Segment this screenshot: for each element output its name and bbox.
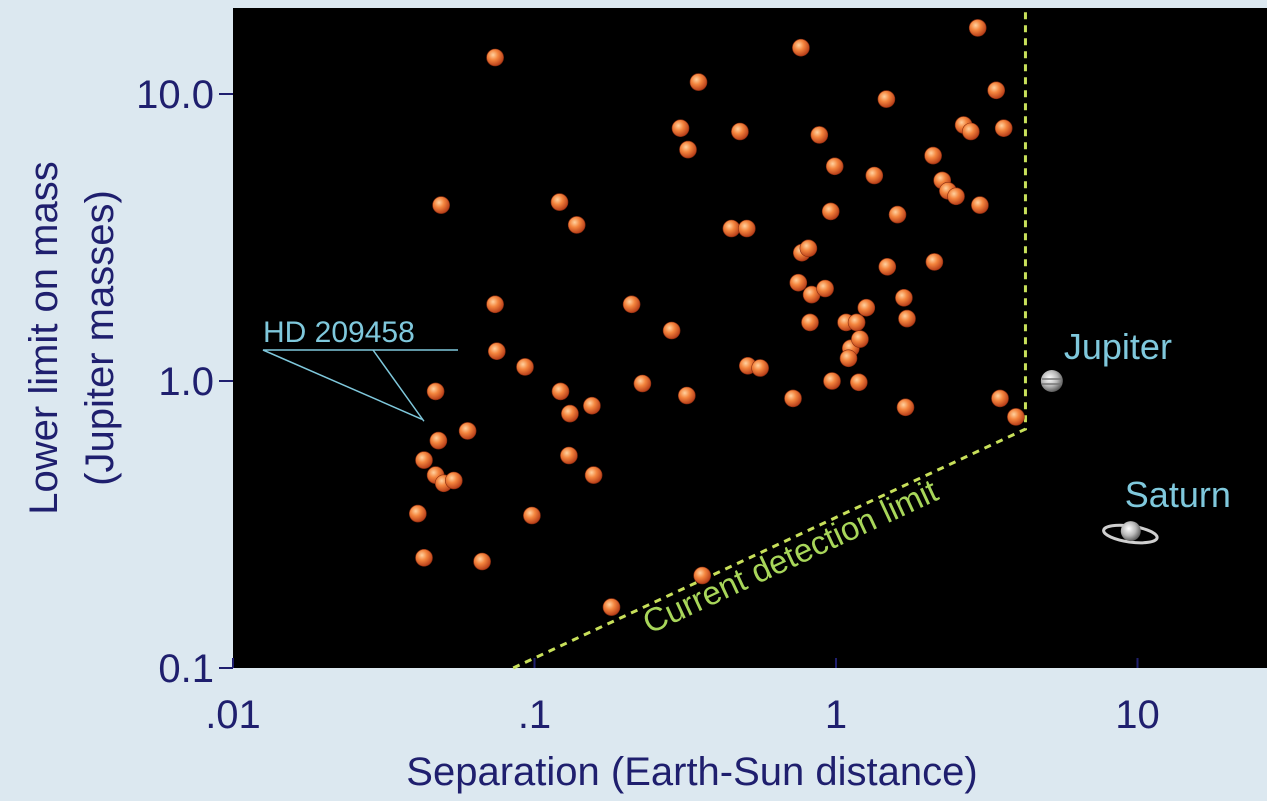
exoplanet-point: [816, 279, 834, 298]
exoplanet-point: [458, 422, 477, 440]
exoplanet-point: [731, 122, 749, 141]
x-axis-title: Separation (Earth-Sun distance): [406, 750, 977, 794]
exoplanet-point: [895, 288, 913, 307]
exoplanet-point: [677, 386, 696, 405]
exoplanet-point: [662, 321, 681, 340]
exoplanet-point: [689, 73, 708, 91]
detection-limit-line: [512, 8, 1027, 670]
annotation-label: HD 209458: [263, 316, 415, 349]
exoplanet-point: [551, 382, 570, 401]
annotation-leader-line: [262, 349, 458, 420]
exoplanet-point: [847, 313, 866, 332]
exoplanet-point: [486, 48, 504, 67]
exoplanet-point: [888, 205, 907, 224]
exoplanet-point: [789, 273, 808, 292]
jupiter-icon: [1040, 370, 1063, 392]
exoplanet-point: [426, 382, 445, 401]
exoplanet-point: [523, 506, 541, 525]
exoplanet-point: [722, 219, 741, 238]
x-tick-label: 10: [1115, 693, 1160, 737]
exoplanet-point: [994, 119, 1013, 137]
exoplanet-point: [487, 342, 506, 361]
exoplanet-point: [968, 19, 987, 37]
planet-label: Jupiter: [1064, 326, 1172, 367]
exoplanet-point: [896, 398, 915, 417]
exoplanet-point: [737, 219, 756, 238]
exoplanet-point: [987, 81, 1006, 100]
exoplanet-point: [622, 295, 641, 314]
exoplanet-point: [550, 193, 569, 211]
planet-label: Saturn: [1125, 474, 1231, 515]
exoplanet-point: [792, 38, 810, 57]
y-axis-subtitle: (Jupiter masses): [78, 190, 122, 486]
exoplanet-point: [925, 253, 944, 271]
exoplanet-point: [584, 466, 603, 484]
exoplanet-point: [560, 446, 578, 465]
exoplanet-point: [633, 374, 652, 393]
x-tick-label: 1: [825, 693, 847, 737]
exoplanet-point: [561, 404, 579, 423]
exoplanet-point: [851, 330, 869, 348]
exoplanet-point: [924, 146, 942, 165]
exoplanet-point: [961, 122, 980, 141]
exoplanet-point: [567, 216, 586, 234]
exoplanet-point: [602, 598, 621, 616]
exoplanet-point: [825, 157, 844, 176]
exoplanet-point: [679, 140, 697, 159]
exoplanet-point: [823, 372, 841, 390]
saturn-body: [1120, 521, 1141, 542]
y-tick-label: 10.0: [136, 73, 214, 117]
exoplanet-point: [473, 552, 491, 571]
exoplanet-point: [415, 451, 433, 469]
saturn-icon: [1102, 521, 1159, 545]
exoplanet-point: [415, 548, 433, 567]
x-tick-label: .01: [205, 693, 261, 737]
exoplanet-point: [849, 373, 868, 392]
exoplanet-point: [878, 257, 897, 276]
annotation-leader-line: [372, 349, 425, 422]
exoplanet-point: [799, 239, 818, 258]
exoplanet-point: [898, 309, 916, 328]
exoplanet-point: [583, 396, 601, 415]
exoplanet-point: [1007, 408, 1025, 426]
exoplanet-point: [801, 313, 819, 332]
exoplanet-point: [857, 298, 876, 317]
exoplanet-point: [810, 126, 829, 144]
exoplanet-point: [432, 196, 450, 214]
exoplanet-point: [751, 359, 769, 377]
exoplanet-point: [671, 119, 690, 137]
exoplanet-point: [444, 471, 463, 490]
jupiter-body: [1040, 370, 1063, 392]
exoplanet-point: [516, 358, 534, 376]
y-tick-label: 1.0: [158, 360, 214, 404]
exoplanet-point: [839, 349, 858, 368]
y-axis-title: Lower limit on mass: [22, 161, 66, 514]
exoplanet-point: [821, 202, 840, 221]
exoplanet-point: [971, 196, 989, 214]
exoplanet-point: [991, 389, 1009, 408]
exoplanet-point: [865, 166, 884, 185]
exoplanet-point: [877, 90, 896, 108]
exoplanet-point: [784, 389, 802, 408]
exoplanet-point: [947, 187, 965, 206]
exoplanet-point: [429, 431, 448, 450]
x-tick-label: .1: [518, 693, 551, 737]
exoplanet-point: [486, 295, 504, 314]
exoplanet-point: [408, 504, 427, 523]
y-tick-label: 0.1: [158, 647, 214, 691]
exoplanet-point: [693, 566, 712, 585]
